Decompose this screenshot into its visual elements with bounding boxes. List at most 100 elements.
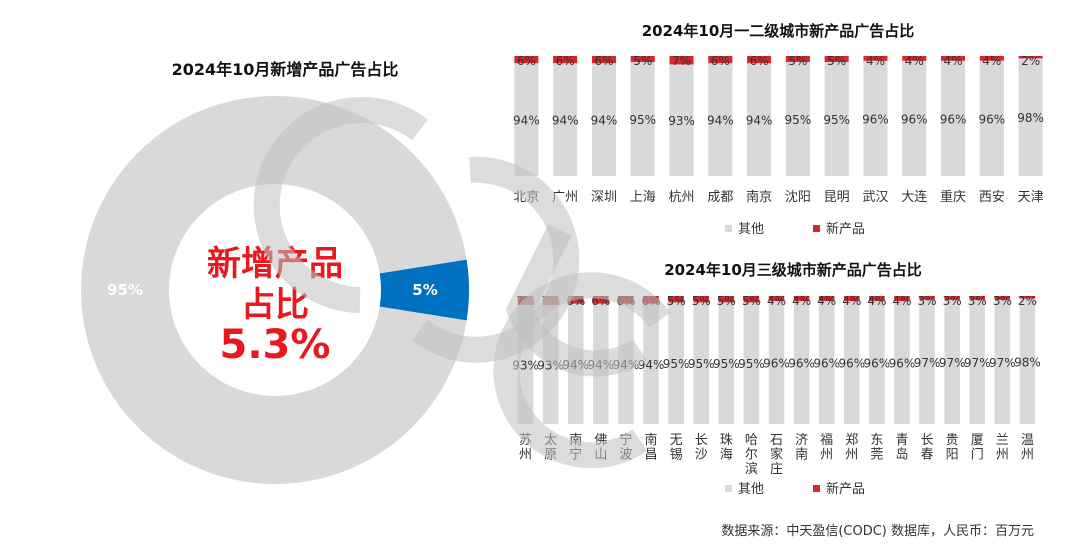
donut-slice-new-product-label: 5% [412, 281, 437, 299]
bar-new-product-label: 3% [993, 294, 1012, 308]
bar-other [669, 64, 694, 176]
bar-other-label: 95% [629, 113, 656, 127]
category-label: 无锡 [670, 433, 683, 463]
category-label: 贵阳 [946, 433, 959, 463]
bar-new-product [919, 296, 935, 300]
category-label: 石家庄 [770, 433, 783, 477]
bar-chart-title: 2024年10月三级城市新产品广告占比 [664, 261, 922, 279]
bar-new-product [1019, 296, 1036, 299]
bar-new-product [894, 296, 910, 302]
bar-other [902, 60, 927, 176]
bar-new-product-label: 4% [905, 54, 924, 68]
bar-other [824, 62, 849, 176]
bar-new-product [718, 296, 735, 303]
bar-other [643, 303, 659, 424]
bar-new-product-label: 6% [594, 54, 613, 68]
category-label: 重庆 [940, 189, 966, 205]
category-label: 大连 [901, 189, 927, 205]
bar-other-label: 94% [552, 114, 579, 128]
category-label: 南昌 [645, 432, 658, 463]
bar-other-label: 96% [763, 357, 790, 371]
bar-other-label: 96% [901, 112, 928, 126]
bar-other-label: 95% [713, 357, 740, 371]
bar-new-product [969, 296, 986, 300]
donut-slice-new-product [379, 259, 469, 321]
bar-new-product-label: 6% [750, 54, 769, 68]
bar-other-label: 94% [513, 114, 540, 128]
bar-other [844, 301, 860, 424]
bar-other [793, 301, 810, 424]
bar-new-product [567, 296, 584, 304]
bar-new-product [768, 296, 785, 302]
bar-new-product-label: 2% [1018, 294, 1037, 308]
bar-other-label: 96% [862, 112, 889, 126]
category-label: 沈阳 [785, 190, 811, 205]
bar-new-product [824, 56, 849, 62]
bar-other-label: 97% [964, 356, 991, 370]
bar-other-label: 94% [591, 114, 618, 128]
legend-label-other: 其他 [738, 482, 764, 497]
bar-new-product [869, 296, 885, 302]
source-note: 数据来源：中天盈信(CODC) 数据库，人民币：百万元 [721, 524, 1034, 539]
bar-other [979, 60, 1004, 176]
legend-swatch-new-product [813, 225, 820, 232]
bar-new-product-label: 4% [842, 294, 861, 308]
legend-swatch-other [725, 225, 732, 232]
bar-other-label: 97% [989, 356, 1016, 370]
codc-watermark [253, 97, 671, 469]
bar-other [514, 63, 539, 177]
category-label: 天津 [1018, 190, 1044, 205]
bar-other [869, 301, 885, 424]
bar-other [693, 302, 709, 424]
bar-other-label: 96% [889, 357, 916, 371]
category-label: 杭州 [669, 190, 695, 205]
bar-other [818, 301, 835, 424]
bar-new-product-label: 7% [672, 54, 691, 68]
bar-new-product [793, 296, 810, 302]
bar-new-product-label: 4% [767, 294, 786, 308]
bar-other [969, 299, 986, 424]
category-label: 成都 [707, 190, 733, 205]
bar-new-product-label: 3% [943, 294, 962, 308]
category-label: 西安 [979, 190, 1005, 205]
bar-new-product-label: 5% [692, 294, 711, 308]
bar-new-product-label: 5% [717, 294, 736, 308]
bar-new-product-label: 2% [1021, 54, 1040, 68]
bar-other [768, 301, 785, 424]
bar-other-label: 98% [1017, 111, 1044, 125]
donut-center-value: 5.3% [220, 322, 331, 368]
bar-other-label: 97% [914, 356, 941, 370]
bar-other-label: 96% [940, 112, 967, 126]
bar-other-label: 97% [939, 356, 966, 370]
bar-other [1018, 58, 1043, 176]
bar-new-product [818, 296, 835, 302]
bar-other [919, 299, 935, 424]
bar-other-label: 98% [1014, 355, 1041, 369]
bar-new-product-label: 4% [817, 294, 836, 308]
bar-other-label: 94% [746, 114, 773, 128]
bar-other [668, 302, 684, 424]
bar-other [785, 62, 810, 176]
bar-new-product [979, 56, 1004, 61]
category-label: 长春 [921, 433, 934, 463]
bar-other-label: 96% [978, 112, 1005, 126]
bar-new-product-label: 4% [892, 294, 911, 308]
category-label: 南京 [746, 189, 772, 205]
donut-title: 2024年10月新增产品广告占比 [172, 60, 399, 79]
bar-new-product [669, 56, 694, 65]
tier12-city-bar-chart: 2024年10月一二级城市新产品广告占比94%6%北京94%6%广州94%6%深… [513, 22, 1044, 237]
bar-other-label: 96% [813, 357, 840, 371]
bar-other [994, 299, 1011, 424]
bar-new-product [944, 296, 960, 300]
bar-new-product [743, 296, 760, 303]
bar-new-product-label: 6% [556, 54, 575, 68]
bar-other [1019, 298, 1036, 424]
bar-other [630, 62, 655, 176]
bar-other-label: 96% [788, 357, 815, 371]
bar-new-product-label: 4% [792, 294, 811, 308]
bar-new-product-label: 4% [867, 294, 886, 308]
bar-new-product-label: 5% [633, 54, 652, 68]
legend-swatch-new-product [813, 485, 820, 492]
bar-other-label: 94% [707, 114, 734, 128]
